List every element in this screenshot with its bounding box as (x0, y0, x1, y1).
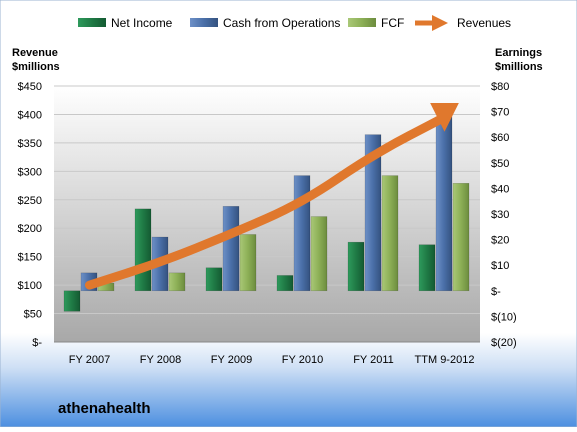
right-tick-label: $(10) (491, 311, 517, 323)
left-tick-label: $450 (18, 81, 42, 93)
bar-net-income-fy-2008 (135, 209, 151, 291)
x-tick-label: TTM 9-2012 (415, 354, 475, 366)
right-axis-title-line1: Earnings (495, 47, 542, 59)
left-tick-label: $100 (18, 280, 42, 292)
right-tick-label: $80 (491, 81, 509, 93)
right-tick-label: $- (491, 286, 501, 298)
x-tick-label: FY 2011 (353, 354, 394, 366)
legend-label-cash-from-operations: Cash from Operations (223, 16, 340, 30)
right-tick-label: $10 (491, 260, 509, 272)
x-tick-label: FY 2009 (211, 354, 252, 366)
company-name: athenahealth (58, 400, 151, 417)
bar-net-income-fy-2010 (277, 275, 293, 290)
bar-cash-from-operations-ttm-9-2012 (436, 117, 452, 291)
x-tick-label: FY 2008 (140, 354, 181, 366)
right-tick-label: $70 (491, 107, 509, 119)
bar-net-income-fy-2009 (206, 268, 222, 291)
bar-net-income-fy-2011 (348, 242, 364, 291)
legend-label-revenues: Revenues (457, 16, 511, 30)
left-axis-title-line2: $millions (12, 61, 60, 73)
legend-swatch-cash-from-operations (190, 18, 218, 27)
right-tick-label: $40 (491, 183, 509, 195)
right-tick-label: $30 (491, 209, 509, 221)
bar-fcf-fy-2010 (311, 217, 327, 291)
right-tick-label: $(20) (491, 337, 517, 349)
x-tick-label: FY 2007 (69, 354, 110, 366)
left-tick-label: $50 (24, 309, 42, 321)
bar-fcf-fy-2008 (169, 273, 185, 291)
left-tick-label: $200 (18, 223, 42, 235)
left-tick-label: $250 (18, 195, 42, 207)
bar-fcf-fy-2009 (240, 234, 256, 290)
left-axis-title-line1: Revenue (12, 47, 58, 59)
legend-swatch-net-income (78, 18, 106, 27)
left-tick-label: $300 (18, 166, 42, 178)
right-tick-label: $20 (491, 235, 509, 247)
left-tick-label: $150 (18, 252, 42, 264)
legend-label-net-income: Net Income (111, 16, 173, 30)
bar-net-income-ttm-9-2012 (419, 245, 435, 291)
left-tick-label: $- (32, 337, 42, 349)
legend-label-fcf: FCF (381, 16, 404, 30)
right-tick-label: $50 (491, 158, 509, 170)
x-tick-label: FY 2010 (282, 354, 323, 366)
right-axis-title-line2: $millions (495, 61, 543, 73)
right-tick-label: $60 (491, 132, 509, 144)
left-tick-label: $350 (18, 138, 42, 150)
bar-fcf-fy-2011 (382, 176, 398, 291)
left-tick-label: $400 (18, 109, 42, 121)
legend-swatch-fcf (348, 18, 376, 27)
bar-cash-from-operations-fy-2009 (223, 206, 239, 290)
bar-net-income-fy-2007 (64, 291, 80, 311)
bar-fcf-ttm-9-2012 (453, 183, 469, 291)
